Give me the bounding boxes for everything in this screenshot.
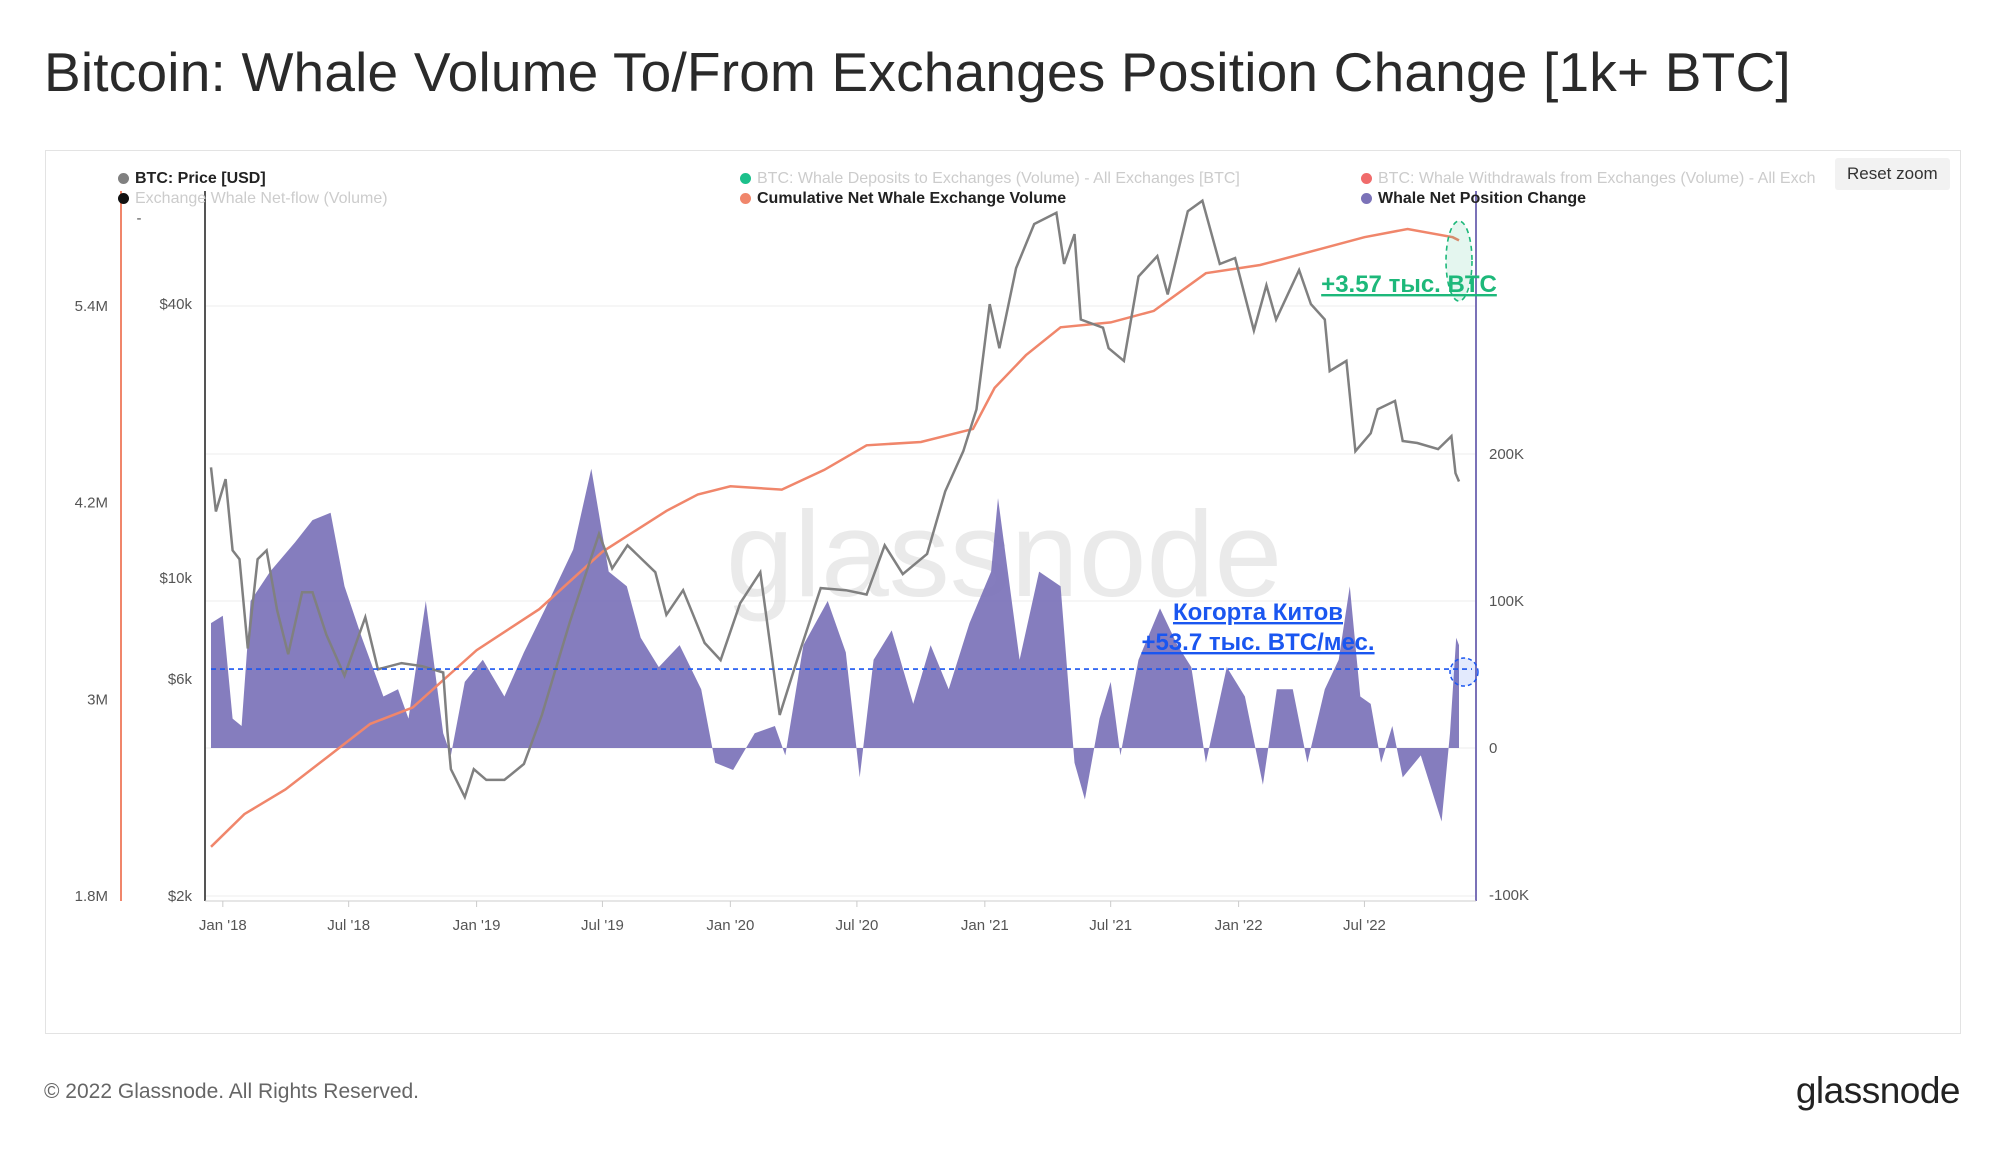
legend-item-label: Whale Net Position Change — [1378, 190, 1587, 207]
legend-dot-icon — [740, 193, 751, 204]
legend-dot-icon — [1361, 193, 1372, 204]
axes — [120, 191, 1477, 902]
page-title: Bitcoin: Whale Volume To/From Exchanges … — [44, 41, 1791, 103]
x-tick-label: Jan '21 — [961, 917, 1009, 934]
x-tick-label: Jul '19 — [581, 917, 624, 934]
blue-highlight-circle — [1449, 657, 1479, 687]
legend-item[interactable]: BTC: Whale Deposits to Exchanges (Volume… — [740, 170, 1240, 188]
glassnode-logo: glassnode — [1795, 1070, 1961, 1111]
legend-item-label: BTC: Price [USD] — [135, 170, 266, 187]
legend-item-label: BTC: Whale Withdrawals from Exchanges (V… — [1378, 170, 1816, 187]
legend-item-label: Exchange Whale Net-flow (Volume) — [135, 190, 388, 207]
price-tick-label: $6k — [168, 671, 193, 688]
cumulative-tick-label: 1.8M — [75, 888, 108, 905]
legend-item[interactable]: BTC: Price [USD] — [118, 170, 266, 188]
legend-item-label: Cumulative Net Whale Exchange Volume — [757, 190, 1067, 207]
tick-labels: 1.8M 3M 4.2M 5.4M $2k $6k $10k $40k - -100K 0 100K 2… — [75, 210, 1529, 934]
cumulative-series — [210, 227, 1460, 848]
x-tick-label: Jan '18 — [199, 917, 247, 934]
position-change-tick-label: 100K — [1489, 593, 1524, 610]
x-tick-label: Jan '19 — [453, 917, 501, 934]
legend-item-label: BTC: Whale Deposits to Exchanges (Volume… — [757, 170, 1240, 187]
price-tick-label: - — [137, 210, 142, 227]
position-change-tick-label: -100K — [1489, 887, 1529, 904]
x-tick-label: Jul '18 — [327, 917, 370, 934]
x-tick-label: Jul '20 — [835, 917, 878, 934]
legend-dot-icon — [118, 173, 129, 184]
btc-price-line — [209, 198, 1461, 801]
cumulative-tick-label: 5.4M — [75, 298, 108, 315]
cumulative-net-whale-line — [210, 227, 1460, 848]
annotations: +3.57 тыс. BTC Когорта Китов +53.7 тыс. BT… — [211, 220, 1497, 687]
footer-copyright: © 2022 Glassnode. All Rights Reserved. — [44, 1080, 420, 1103]
legend-item[interactable]: Whale Net Position Change — [1361, 190, 1586, 208]
x-tick-label: Jul '21 — [1089, 917, 1132, 934]
chart-svg: glassnode 1.8M3M4.2M5.4M$2k$6k$10k$40k--… — [75, 191, 1529, 934]
x-tick-label: Jul '22 — [1343, 917, 1386, 934]
legend-item[interactable]: Exchange Whale Net-flow (Volume) — [118, 190, 388, 208]
legend-item[interactable]: Cumulative Net Whale Exchange Volume — [740, 190, 1066, 208]
green-highlight-ellipse — [1445, 220, 1473, 302]
whale-net-position-change-area — [211, 468, 1459, 822]
x-tick-label: Jan '20 — [706, 917, 754, 934]
green-annotation-label: +3.57 тыс. BTC — [1321, 271, 1497, 298]
blue-annotation-title: Когорта Китов — [1173, 599, 1343, 626]
price-tick-label: $40k — [159, 296, 192, 313]
x-tick-label: Jan '22 — [1215, 917, 1263, 934]
reset-zoom-button[interactable]: Reset zoom — [1835, 158, 1950, 190]
legend-dot-icon — [118, 193, 129, 204]
legend-dot-icon — [1361, 173, 1372, 184]
cumulative-tick-label: 3M — [87, 691, 108, 708]
legend-dot-icon — [740, 173, 751, 184]
cumulative-tick-label: 4.2M — [75, 495, 108, 512]
legend-item[interactable]: BTC: Whale Withdrawals from Exchanges (V… — [1361, 170, 1815, 188]
position-change-series — [211, 468, 1459, 822]
price-tick-label: $2k — [168, 888, 193, 905]
position-change-tick-label: 0 — [1489, 740, 1497, 757]
position-change-tick-label: 200K — [1489, 446, 1524, 463]
blue-annotation-value: +53.7 тыс. BTC/мес. — [1141, 629, 1374, 656]
chart-frame: glassnode 1.8M3M4.2M5.4M$2k$6k$10k$40k--… — [45, 150, 1961, 1034]
price-series — [209, 198, 1461, 801]
price-tick-label: $10k — [159, 570, 192, 587]
